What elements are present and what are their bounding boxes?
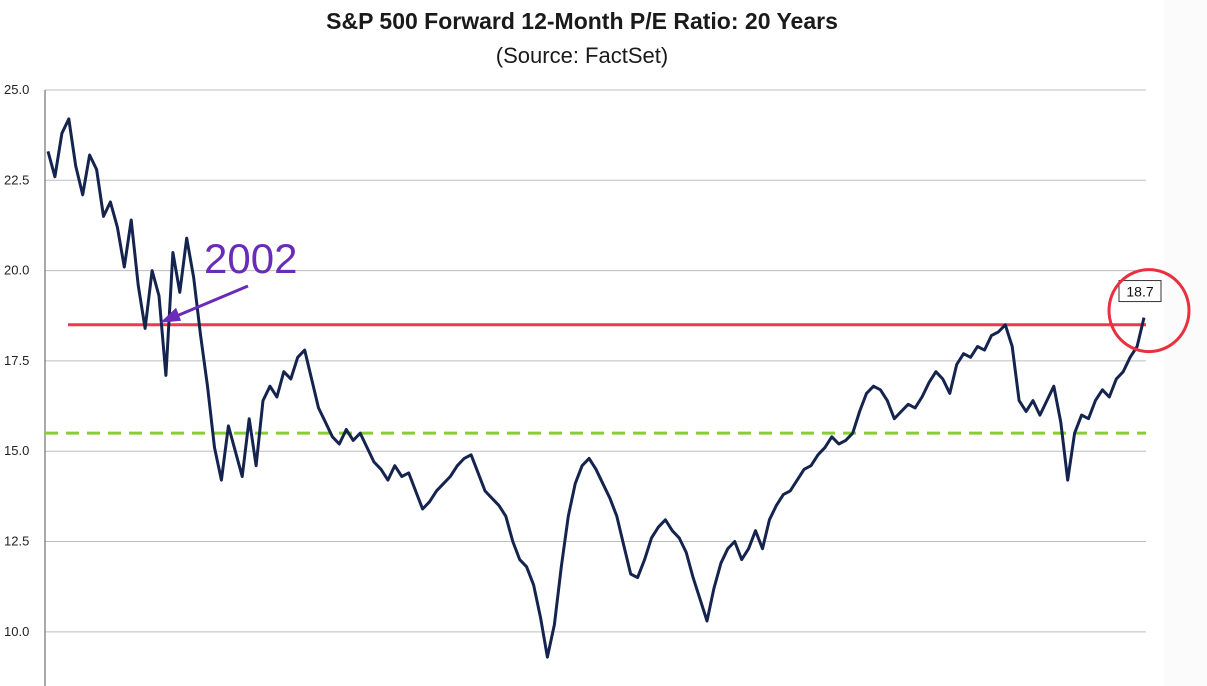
reference-lines [45,323,1146,435]
y-tick-label: 25.0 [4,82,29,97]
y-tick-label: 12.5 [4,534,29,549]
annotation-arrow-head [160,307,182,323]
value-callout-box [1118,280,1162,303]
pe-ratio-series-line [46,117,1146,659]
annotation-arrow-shaft [169,284,249,321]
gridlines [45,89,1146,633]
chart-title: S&P 500 Forward 12-Month P/E Ratio: 20 Y… [326,8,838,34]
highlight-circle [1107,268,1191,354]
series-layer [46,117,1146,659]
chart-frame [1164,0,1165,686]
y-tick-label: 10.0 [4,624,29,639]
chart-subtitle: (Source: FactSet) [495,43,669,68]
y-tick-label: 15.0 [4,443,29,458]
annotations: 2002 18.7 [160,235,1191,354]
annotation-2002-label: 2002 [204,235,297,282]
y-tick-label: 20.0 [4,263,29,278]
y-tick-label: 22.5 [4,172,29,187]
value-callout-label: 18.7 [1126,284,1153,300]
y-axis-tick-labels: 25.0 22.5 20.0 17.5 15.0 12.5 10.0 [4,82,29,639]
y-tick-label: 17.5 [4,353,29,368]
